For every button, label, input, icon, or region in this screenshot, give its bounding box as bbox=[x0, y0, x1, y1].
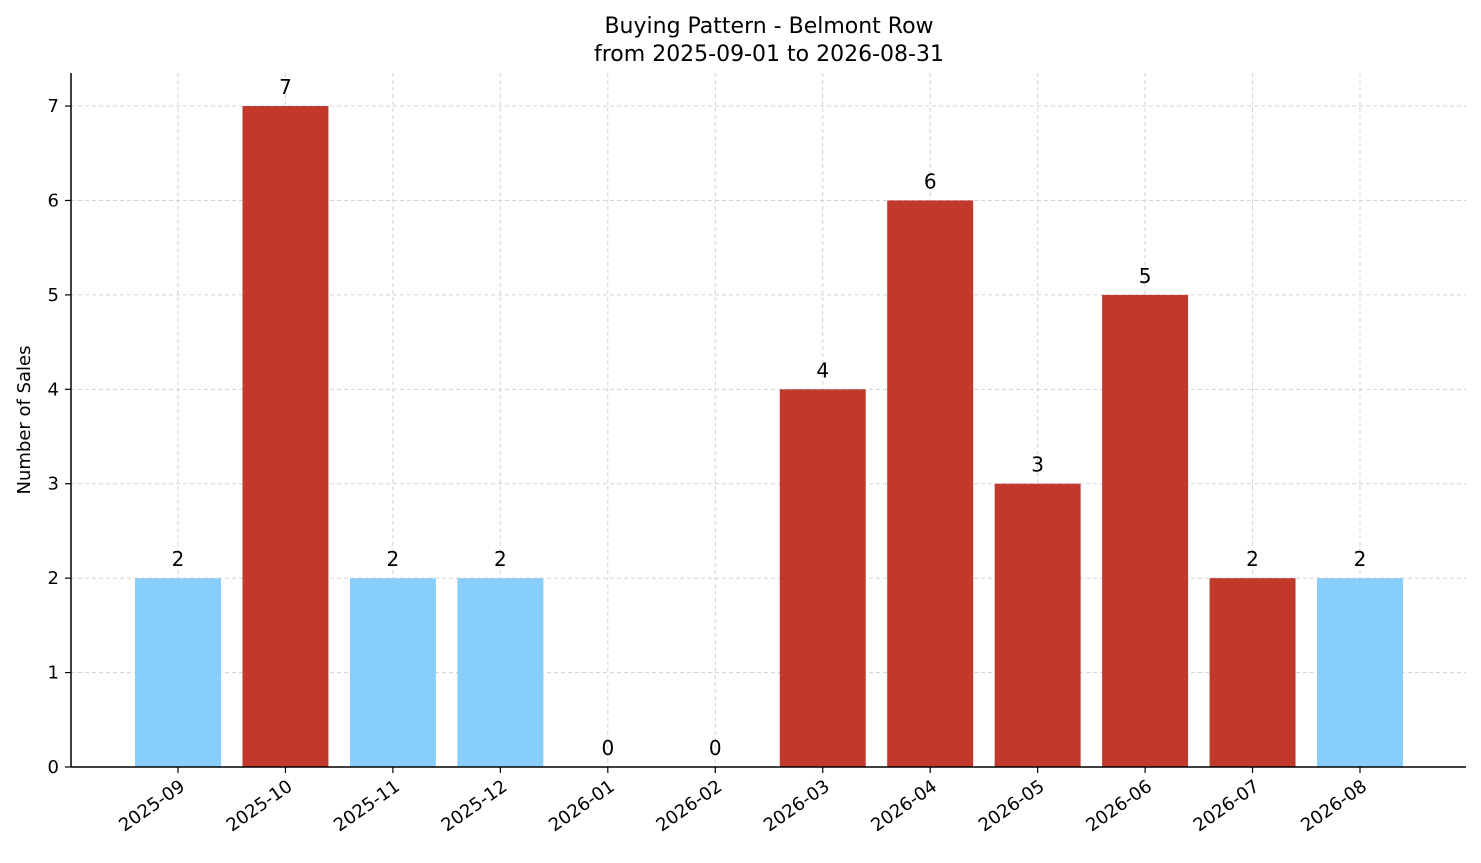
data-label: 2 bbox=[1354, 547, 1367, 571]
data-label: 2 bbox=[494, 547, 507, 571]
y-tick-label: 6 bbox=[48, 190, 59, 211]
data-labels: 2 7 2 2 0 0 4 6 3 5 2 2 bbox=[172, 75, 1367, 760]
x-tick-label: 2026-01 bbox=[545, 776, 619, 836]
y-tick-label: 5 bbox=[48, 285, 59, 306]
bar bbox=[349, 578, 436, 767]
x-tick-label: 2026-02 bbox=[652, 776, 726, 836]
bar bbox=[242, 106, 329, 768]
data-label: 0 bbox=[709, 736, 722, 760]
y-tick-label: 3 bbox=[48, 474, 59, 495]
x-tick-label: 2026-07 bbox=[1190, 776, 1264, 836]
data-label: 0 bbox=[601, 736, 614, 760]
y-tick-label: 7 bbox=[48, 96, 59, 117]
x-tick-label: 2026-04 bbox=[867, 776, 941, 836]
x-tick-label: 2025-09 bbox=[115, 776, 189, 836]
data-label: 2 bbox=[1246, 547, 1259, 571]
data-label: 3 bbox=[1031, 453, 1044, 477]
data-label: 5 bbox=[1139, 264, 1152, 288]
chart-title-line2: from 2025-09-01 to 2026-08-31 bbox=[594, 42, 944, 67]
data-label: 2 bbox=[172, 547, 185, 571]
chart-title-line1: Buying Pattern - Belmont Row bbox=[604, 14, 933, 39]
x-tick-label: 2025-12 bbox=[438, 776, 512, 836]
bar bbox=[994, 483, 1081, 767]
bars bbox=[135, 106, 1403, 768]
data-label: 7 bbox=[279, 75, 292, 99]
y-axis-label: Number of Sales bbox=[14, 345, 35, 494]
data-label: 4 bbox=[816, 358, 829, 382]
bar bbox=[1209, 578, 1296, 767]
data-label: 6 bbox=[924, 169, 937, 193]
x-tick-label: 2026-03 bbox=[760, 776, 834, 836]
bar bbox=[887, 200, 974, 768]
bar bbox=[779, 389, 866, 767]
x-tick-label: 2026-05 bbox=[975, 776, 1049, 836]
y-tick-label: 0 bbox=[48, 757, 59, 778]
x-tick-label: 2026-06 bbox=[1082, 776, 1156, 836]
data-label: 2 bbox=[387, 547, 400, 571]
x-tick-label: 2025-10 bbox=[223, 776, 297, 836]
y-tick-label: 4 bbox=[48, 379, 59, 400]
bar bbox=[457, 578, 544, 767]
y-tick-label: 1 bbox=[48, 663, 59, 684]
bar bbox=[1102, 294, 1189, 767]
x-tick-label: 2026-08 bbox=[1297, 776, 1371, 836]
bar bbox=[1317, 578, 1403, 767]
y-tick-label: 2 bbox=[48, 568, 59, 589]
bar bbox=[135, 578, 221, 767]
x-tick-label: 2025-11 bbox=[330, 776, 404, 836]
